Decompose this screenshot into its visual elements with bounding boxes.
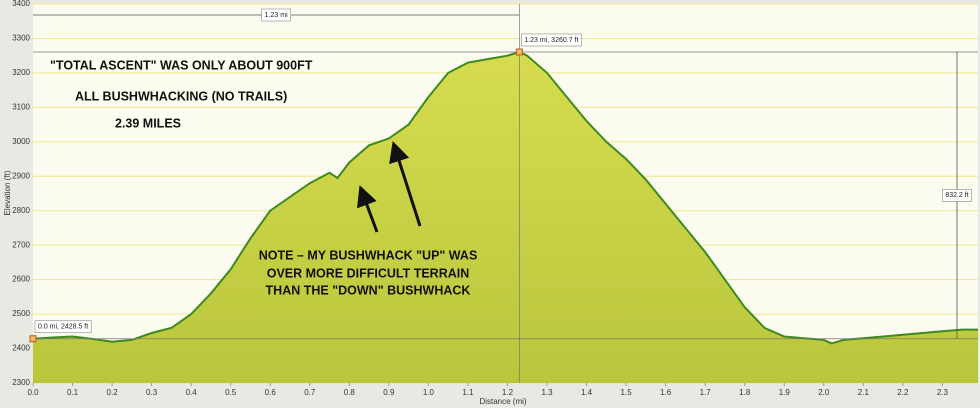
x-tick-label: 0.8 bbox=[344, 388, 356, 397]
annotation: NOTE – MY BUSHWHACK "UP" WAS bbox=[259, 248, 478, 262]
x-tick-label: 1.4 bbox=[581, 388, 593, 397]
y-tick-label: 2900 bbox=[12, 171, 30, 180]
x-tick-label: 0.0 bbox=[27, 388, 39, 397]
x-tick-label: 0.3 bbox=[146, 388, 158, 397]
x-tick-label: 1.3 bbox=[541, 388, 553, 397]
marker bbox=[515, 48, 523, 56]
x-tick-label: 2.3 bbox=[937, 388, 949, 397]
y-tick-label: 2300 bbox=[12, 378, 30, 387]
x-tick-label: 0.5 bbox=[225, 388, 237, 397]
line bbox=[32, 50, 978, 345]
arrow bbox=[389, 141, 422, 227]
x-tick-label: 1.0 bbox=[423, 388, 435, 397]
x-tick-label: 2.0 bbox=[818, 388, 830, 397]
y-tick-label: 2500 bbox=[12, 309, 30, 318]
x-tick-label: 1.9 bbox=[779, 388, 791, 397]
arrow bbox=[357, 185, 379, 233]
x-tick-label: 2.1 bbox=[858, 388, 870, 397]
y-tick-label: 2400 bbox=[12, 344, 30, 353]
y-tick-label: 3000 bbox=[12, 137, 30, 146]
x-tick-label: 1.7 bbox=[700, 388, 712, 397]
x-tick-label: 2.2 bbox=[897, 388, 909, 397]
span-x-label: 1.23 mi bbox=[265, 12, 288, 19]
annotation: "TOTAL ASCENT" WAS ONLY ABOUT 900FT bbox=[50, 58, 313, 72]
y-tick-label: 2600 bbox=[12, 275, 30, 284]
span-y-label: 832.2 ft bbox=[945, 192, 968, 199]
y-axis-label: Elevation (ft) bbox=[3, 170, 12, 215]
x-tick-label: 1.1 bbox=[462, 388, 474, 397]
x-axis-label: Distance (mi) bbox=[479, 397, 526, 406]
x-tick-label: 1.2 bbox=[502, 388, 514, 397]
annotation: THAN THE "DOWN" BUSHWHACK bbox=[266, 283, 471, 297]
span-x-label-box bbox=[261, 8, 291, 22]
x-tick-label: 0.4 bbox=[186, 388, 198, 397]
x-tick-label: 0.2 bbox=[107, 388, 119, 397]
marker bbox=[29, 335, 37, 343]
x-tick-label: 0.1 bbox=[67, 388, 79, 397]
annotation: 2.39 MILES bbox=[115, 116, 181, 130]
marker-label-box bbox=[521, 33, 582, 47]
area bbox=[33, 52, 978, 383]
x-tick-label: 1.6 bbox=[660, 388, 672, 397]
x-tick-label: 0.9 bbox=[383, 388, 395, 397]
y-tick-label: 2700 bbox=[12, 240, 30, 249]
marker-label: 1.23 mi, 3260.7 ft bbox=[524, 37, 578, 44]
x-tick-label: 1.8 bbox=[739, 388, 751, 397]
marker-label: 0.0 mi, 2428.5 ft bbox=[38, 324, 88, 331]
y-tick-label: 3400 bbox=[12, 0, 30, 8]
annotation: OVER MORE DIFFICULT TERRAIN bbox=[267, 266, 470, 280]
x-tick-label: 0.7 bbox=[304, 388, 316, 397]
span-y-label-box bbox=[942, 189, 972, 202]
annotation: ALL BUSHWHACKING (NO TRAILS) bbox=[75, 89, 287, 103]
x-tick-label: 1.5 bbox=[621, 388, 633, 397]
y-tick-label: 3300 bbox=[12, 34, 30, 43]
marker-label-box bbox=[34, 320, 92, 334]
y-tick-label: 2800 bbox=[12, 206, 30, 215]
x-tick-label: 0.6 bbox=[265, 388, 277, 397]
y-tick-label: 3200 bbox=[12, 68, 30, 77]
y-tick-label: 3100 bbox=[12, 102, 30, 111]
